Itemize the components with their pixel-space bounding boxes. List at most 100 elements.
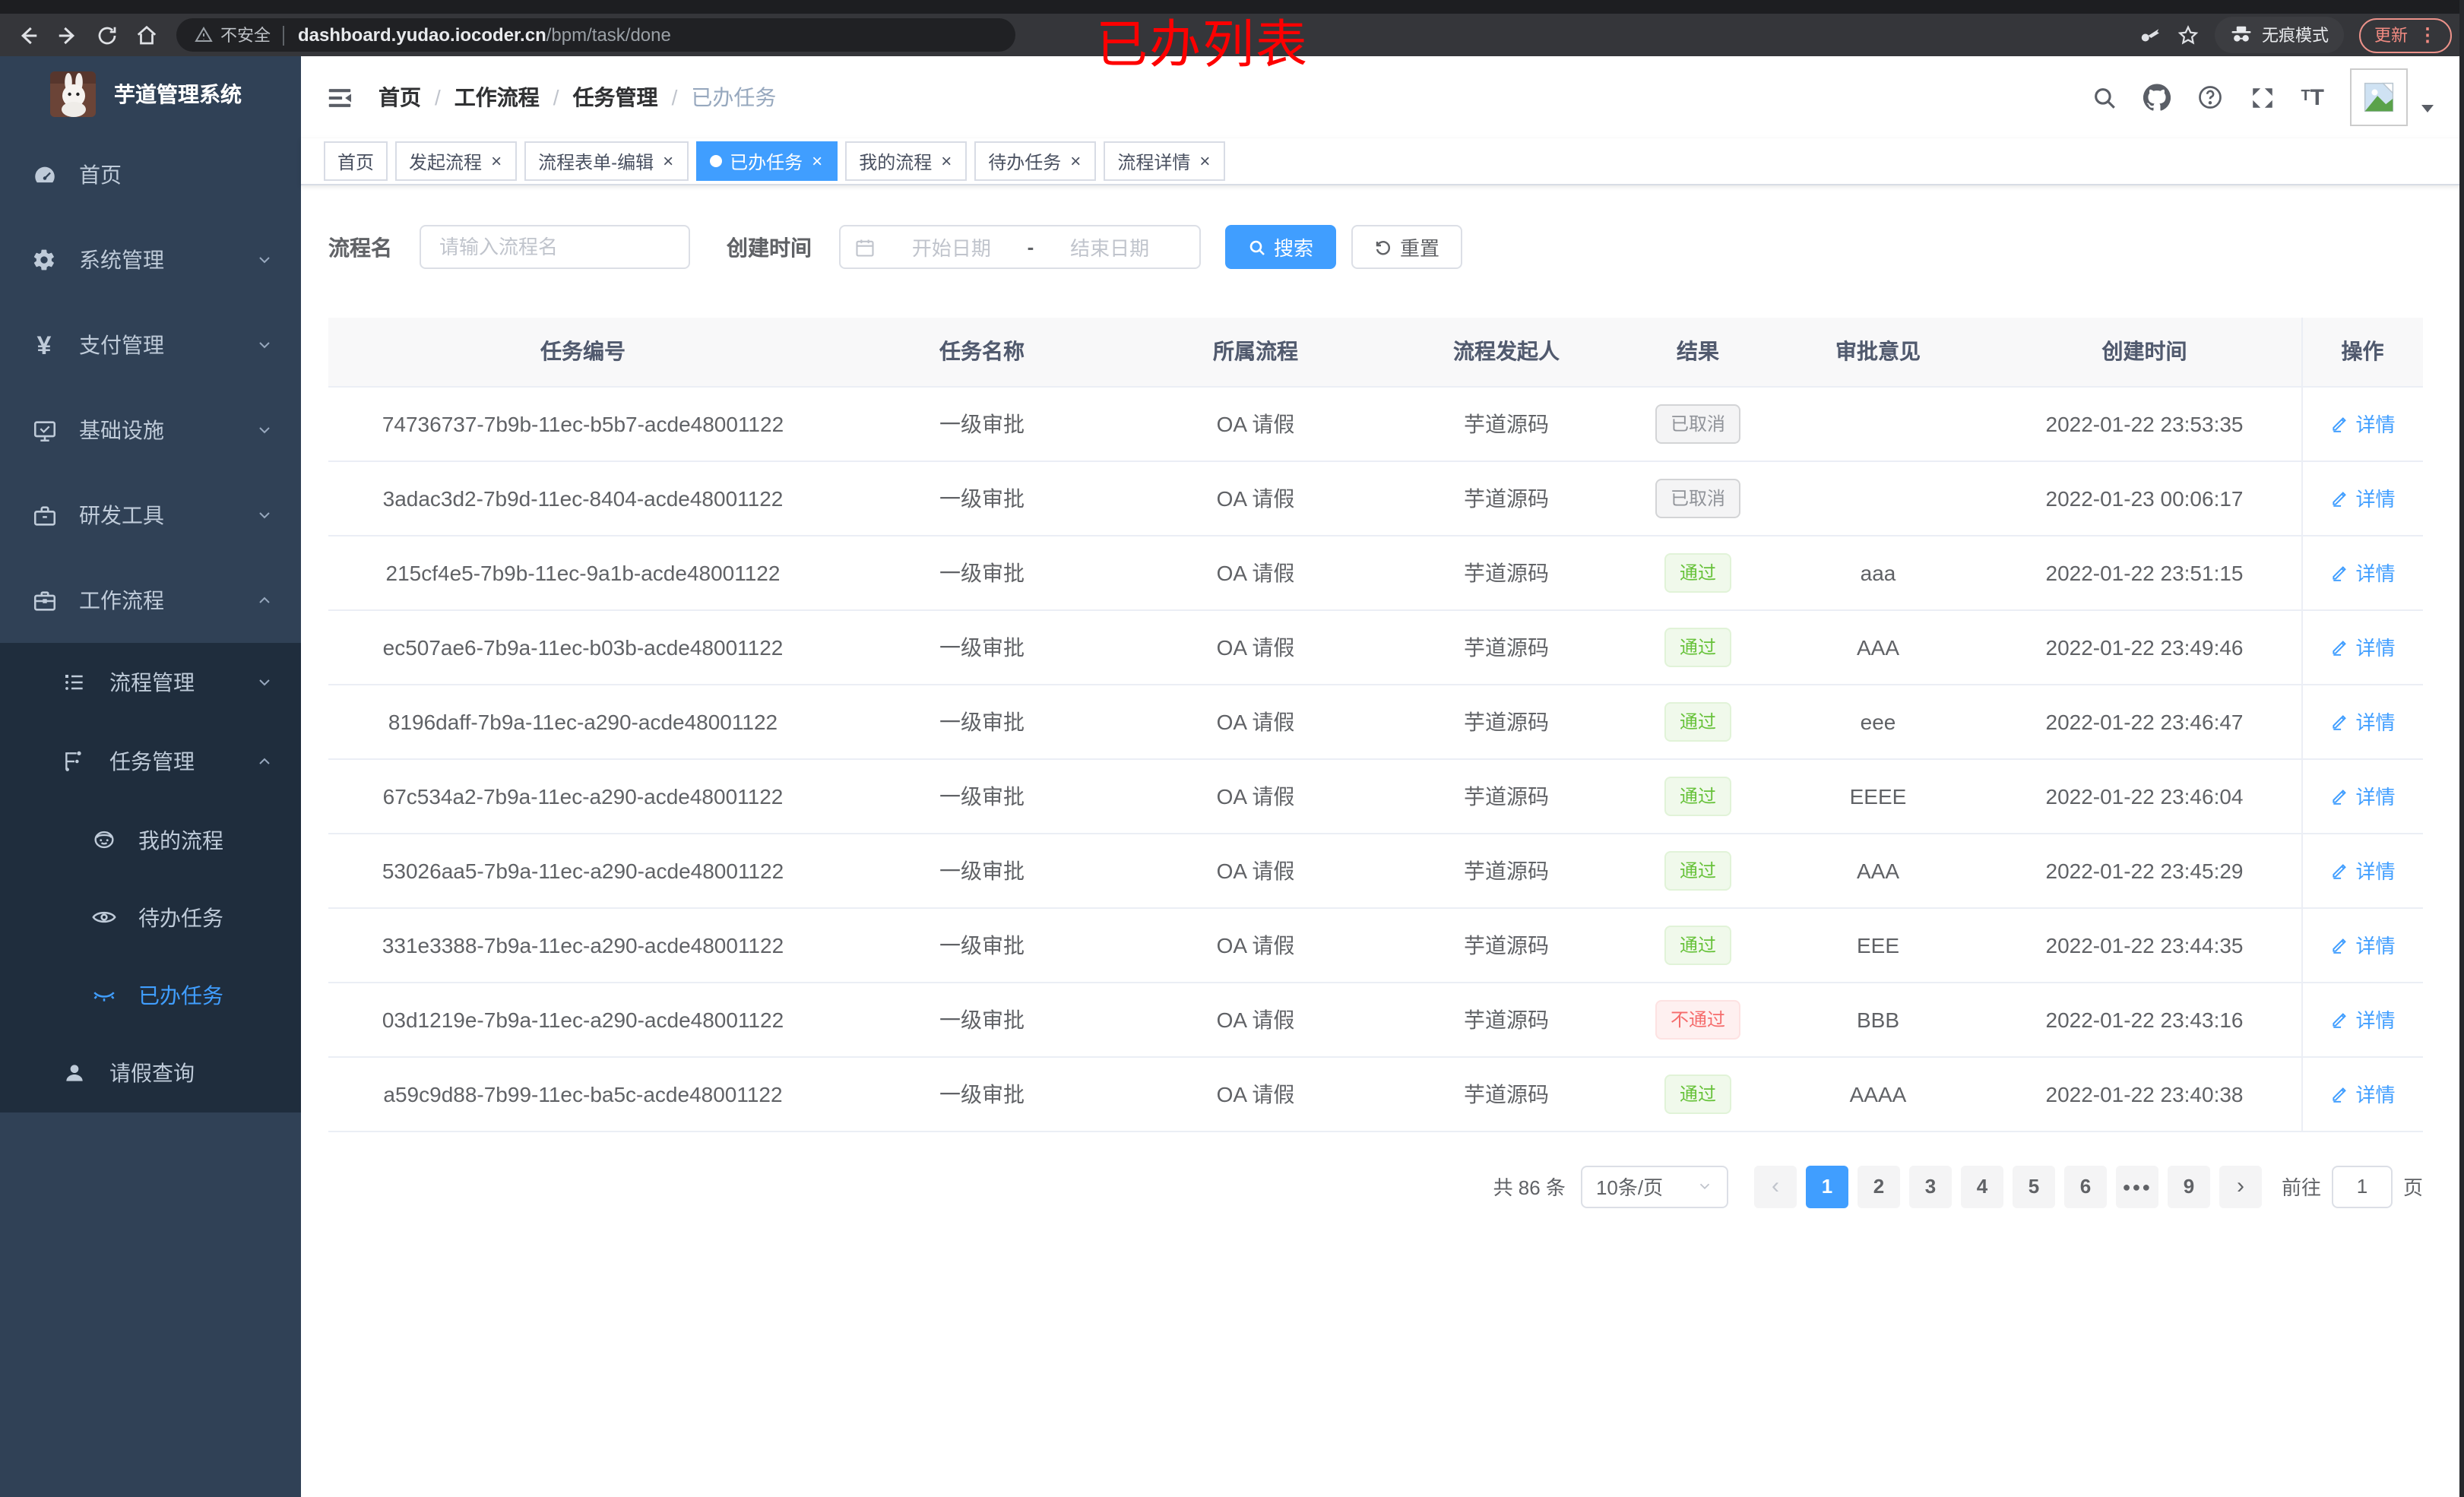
reload-icon[interactable] — [91, 20, 122, 50]
not-secure-label[interactable]: 不安全 — [220, 27, 271, 46]
goto-page-input[interactable] — [2331, 1165, 2393, 1207]
help-icon[interactable] — [2196, 84, 2223, 111]
detail-link[interactable]: 详情 — [2329, 930, 2396, 959]
detail-link[interactable]: 详情 — [2329, 1079, 2396, 1108]
detail-link[interactable]: 详情 — [2329, 1005, 2396, 1033]
fullscreen-icon[interactable] — [2249, 84, 2275, 110]
tab-close-icon[interactable]: × — [1199, 150, 1211, 172]
detail-link[interactable]: 详情 — [2329, 558, 2396, 587]
detail-link[interactable]: 详情 — [2329, 781, 2396, 810]
logo[interactable]: 芋道管理系统 — [0, 56, 301, 132]
detail-link[interactable]: 详情 — [2329, 707, 2396, 736]
breadcrumb-task-mgmt[interactable]: 任务管理 — [572, 85, 658, 109]
sidebar-item-task-mgmt[interactable]: 任务管理 — [0, 722, 301, 801]
bookmark-star-icon[interactable] — [2177, 24, 2200, 46]
chevron-up-icon — [255, 752, 274, 771]
page-button-4[interactable]: 4 — [1960, 1165, 2003, 1207]
page-button-3[interactable]: 3 — [1908, 1165, 1952, 1207]
sidebar-item-my-process[interactable]: 我的流程 — [0, 801, 301, 878]
goto-unit: 页 — [2402, 1176, 2423, 1199]
end-date-placeholder[interactable]: 结束日期 — [1070, 237, 1150, 260]
next-page-button[interactable]: › — [2219, 1165, 2262, 1207]
starter-cell: 芋道源码 — [1385, 609, 1628, 685]
page-button-5[interactable]: 5 — [2012, 1165, 2055, 1207]
tab-3[interactable]: 已办任务 × — [696, 141, 838, 181]
reset-button[interactable]: 重置 — [1351, 225, 1463, 269]
page-button-2[interactable]: 2 — [1857, 1165, 1900, 1207]
active-tab-dot — [710, 155, 723, 167]
browser-menu-icon[interactable]: ⋮ — [2418, 24, 2437, 46]
tab-6[interactable]: 流程详情 × — [1104, 141, 1226, 181]
process-name-input[interactable] — [420, 225, 690, 269]
avatar[interactable] — [2350, 68, 2408, 126]
detail-link[interactable]: 详情 — [2329, 483, 2396, 512]
sidebar-item-leave-query[interactable]: 请假查询 — [0, 1033, 301, 1112]
detail-link[interactable]: 详情 — [2329, 856, 2396, 885]
tab-4[interactable]: 我的流程 × — [845, 141, 968, 181]
update-button[interactable]: 更新 ⋮ — [2359, 17, 2452, 52]
avatar-caret-icon[interactable] — [2421, 104, 2434, 112]
address-bar[interactable]: 不安全 dashboard.yudao.iocoder.cn /bpm/task… — [176, 18, 1015, 52]
tab-5[interactable]: 待办任务 × — [974, 141, 1097, 181]
sidebar-item-workflow[interactable]: 工作流程 — [0, 558, 301, 643]
url-host: dashboard.yudao.iocoder.cn — [298, 24, 546, 46]
result-badge: 通过 — [1664, 701, 1731, 741]
sidebar-item-done-tasks[interactable]: 已办任务 — [0, 956, 301, 1033]
tab-close-icon[interactable]: × — [941, 150, 952, 172]
search-button[interactable]: 搜索 — [1225, 225, 1337, 269]
date-range-picker[interactable]: 开始日期 - 结束日期 — [839, 225, 1201, 269]
pager-ellipsis[interactable]: ●●● — [2115, 1165, 2158, 1207]
forward-icon[interactable] — [52, 20, 82, 50]
action-cell: 详情 — [2301, 1056, 2423, 1131]
prev-page-button[interactable]: ‹ — [1753, 1165, 1797, 1207]
tab-1[interactable]: 发起流程 × — [395, 141, 518, 181]
tab-0[interactable]: 首页 — [324, 141, 388, 181]
sidebar-item-payment[interactable]: ¥ 支付管理 — [0, 302, 301, 388]
table-row: 74736737-7b9b-11ec-b5b7-acde48001122 一级审批… — [328, 386, 2423, 461]
sidebar-item-todo-tasks[interactable]: 待办任务 — [0, 878, 301, 956]
comment-cell: aaa — [1768, 535, 1988, 610]
detail-link[interactable]: 详情 — [2329, 632, 2396, 661]
gear-icon — [30, 246, 58, 274]
process-cell: OA 请假 — [1126, 907, 1385, 983]
tab-close-icon[interactable]: × — [491, 150, 502, 172]
page-button-6[interactable]: 6 — [2063, 1165, 2107, 1207]
detail-link[interactable]: 详情 — [2329, 409, 2396, 438]
sidebar-item-system[interactable]: 系统管理 — [0, 217, 301, 302]
task-id-cell: 215cf4e5-7b9b-11ec-9a1b-acde48001122 — [328, 535, 838, 610]
sidebar-item-process-mgmt[interactable]: 流程管理 — [0, 643, 301, 722]
start-date-placeholder[interactable]: 开始日期 — [911, 237, 991, 260]
process-cell: OA 请假 — [1126, 758, 1385, 834]
back-icon[interactable] — [12, 20, 43, 50]
starter-cell: 芋道源码 — [1385, 758, 1628, 834]
process-cell: OA 请假 — [1126, 460, 1385, 536]
hamburger-icon[interactable] — [325, 83, 354, 112]
sidebar-item-home[interactable]: 首页 — [0, 132, 301, 217]
tab-close-icon[interactable]: × — [1070, 150, 1082, 172]
tab-close-icon[interactable]: × — [663, 150, 674, 172]
edit-pencil-icon — [2332, 790, 2346, 805]
breadcrumb-workflow[interactable]: 工作流程 — [454, 85, 540, 109]
github-icon[interactable] — [2143, 84, 2171, 111]
table-row: a59c9d88-7b99-11ec-ba5c-acde48001122 一级审批… — [328, 1056, 2423, 1131]
table-row: 3adac3d2-7b9d-11ec-8404-acde48001122 一级审批… — [328, 460, 2423, 536]
result-cell: 不通过 — [1628, 982, 1768, 1057]
tab-2[interactable]: 流程表单-编辑 × — [524, 141, 689, 181]
search-icon[interactable] — [2091, 84, 2117, 110]
sidebar-item-infra[interactable]: 基础设施 — [0, 388, 301, 473]
home-icon[interactable] — [131, 20, 161, 50]
password-key-icon[interactable] — [2139, 24, 2162, 46]
starter-cell: 芋道源码 — [1385, 684, 1628, 759]
page-size-select[interactable]: 10条/页 — [1580, 1165, 1728, 1207]
page-button-1[interactable]: 1 — [1805, 1165, 1848, 1207]
tab-close-icon[interactable]: × — [812, 150, 823, 172]
table-body: 74736737-7b9b-11ec-b5b7-acde48001122 一级审批… — [328, 386, 2423, 1131]
total-count: 共 86 条 — [1493, 1176, 1566, 1199]
edit-pencil-icon — [2332, 417, 2346, 432]
page-button-9[interactable]: 9 — [2167, 1165, 2210, 1207]
sidebar-item-devtools[interactable]: 研发工具 — [0, 473, 301, 558]
process-cell: OA 请假 — [1126, 1056, 1385, 1131]
breadcrumb: 首页 / 工作流程 / 任务管理 / 已办任务 — [378, 82, 776, 112]
breadcrumb-home[interactable]: 首页 — [378, 85, 421, 109]
